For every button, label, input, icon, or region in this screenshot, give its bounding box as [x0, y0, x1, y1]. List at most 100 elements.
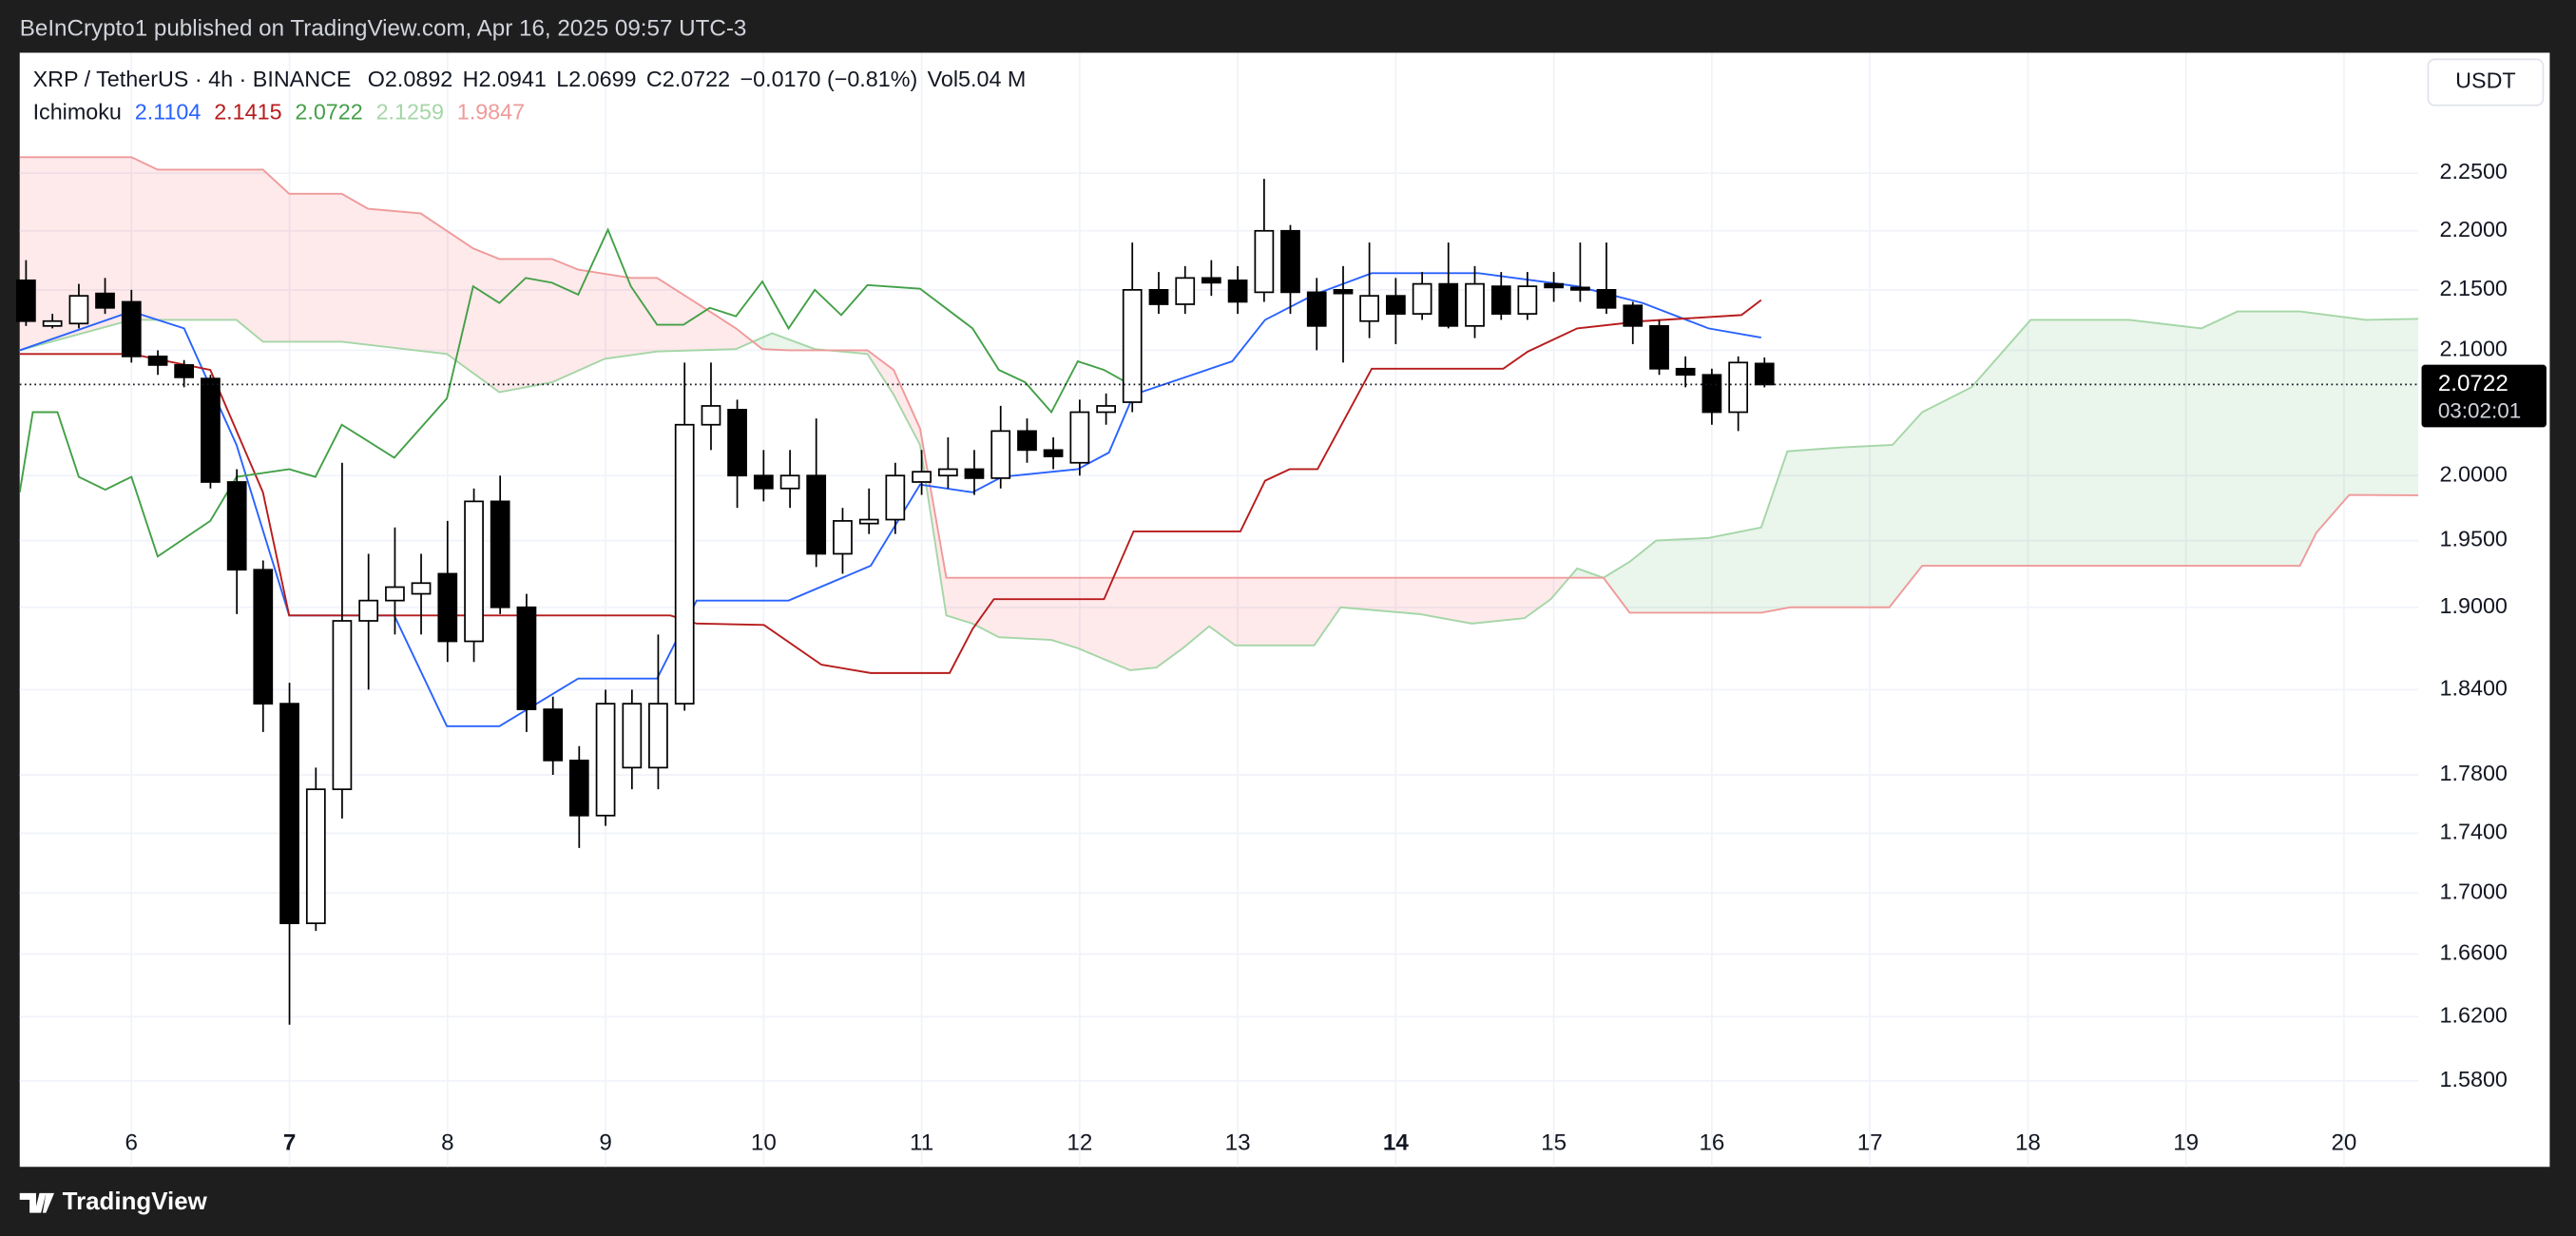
legend-value: 2.0722 — [295, 100, 362, 125]
x-tick-label: 11 — [910, 1130, 933, 1155]
candle-body — [1754, 362, 1775, 386]
candle-body — [1043, 449, 1064, 457]
candle-body — [95, 292, 115, 309]
candle-body — [595, 703, 616, 817]
candle-body — [727, 409, 747, 477]
grid — [19, 52, 2419, 1168]
candle-body — [174, 364, 195, 378]
candle-body — [1148, 289, 1169, 305]
candle-body — [701, 405, 721, 426]
change: −0.0170 (−0.81%) — [740, 67, 917, 91]
y-tick-label: 2.2500 — [2440, 159, 2508, 183]
price-label-box — [2421, 364, 2547, 428]
candle-body — [1596, 289, 1617, 309]
candle-body — [885, 474, 906, 521]
candle-body — [674, 423, 695, 705]
candle-body — [332, 620, 353, 791]
price-marker: 2.0722 03:02:01 — [2421, 364, 2547, 428]
candle-body — [1306, 291, 1327, 327]
y-tick-label: 1.7800 — [2440, 761, 2508, 785]
ohlc: H2.0941 — [463, 67, 547, 91]
x-tick-label: 6 — [125, 1130, 138, 1155]
candle-body — [1675, 367, 1696, 377]
price-label: 2.0722 — [2438, 371, 2509, 396]
x-tick-label: 16 — [1699, 1130, 1724, 1155]
candle-body — [648, 703, 668, 769]
candle-body — [833, 520, 853, 555]
symbol-legend: XRP / TetherUS · 4h · BINANCE O2.0892 H2.0… — [33, 67, 1027, 91]
candle-body — [1201, 277, 1221, 284]
candle-body — [121, 300, 142, 357]
candle-body — [253, 569, 274, 705]
y-tick-label: 2.0000 — [2440, 461, 2508, 486]
candle-body — [1412, 282, 1432, 315]
candle-body — [490, 500, 510, 608]
candle-body — [464, 500, 484, 643]
candle-body — [147, 356, 168, 366]
candle-body — [201, 377, 221, 483]
candle-body — [1386, 295, 1406, 315]
candle-body — [1490, 285, 1511, 315]
candle-body — [912, 471, 932, 483]
candle-body — [1623, 304, 1644, 327]
candle-body — [937, 468, 958, 477]
y-tick-label: 1.7000 — [2440, 879, 2508, 903]
candle-body — [437, 572, 458, 643]
candle-body — [42, 319, 63, 327]
ohlc: L2.0699 — [556, 67, 636, 91]
symbol: XRP / TetherUS · 4h · BINANCE — [33, 67, 352, 91]
candle-body — [358, 599, 379, 622]
x-tick-label: 20 — [2331, 1130, 2356, 1155]
candle-body — [543, 708, 564, 762]
candles — [16, 179, 1775, 1025]
x-tick-label: 18 — [2015, 1130, 2041, 1155]
currency[interactable]: USDT — [2455, 68, 2516, 93]
indicator-legend: Ichimoku 2.1104 2.1415 2.0722 2.1259 1.9847 — [33, 100, 526, 125]
ichimoku-line — [19, 299, 1762, 674]
currency-button[interactable] — [2427, 58, 2545, 106]
leading-span-b — [19, 156, 2419, 614]
x-tick-label: 13 — [1225, 1130, 1251, 1155]
y-tick-label: 1.9000 — [2440, 593, 2508, 618]
candle-body — [279, 703, 299, 924]
y-tick-label: 2.2000 — [2440, 217, 2508, 241]
candle-body — [305, 788, 326, 924]
candle-body — [1175, 277, 1196, 305]
y-tick-label: 1.9500 — [2440, 527, 2508, 551]
legend-value: 2.1104 — [135, 100, 202, 125]
indicator-lines — [19, 156, 2419, 727]
y-tick-label: 2.1500 — [2440, 276, 2508, 300]
ohlc: C2.0722 — [646, 67, 730, 91]
candle-body — [1570, 286, 1590, 291]
candle-body — [1333, 289, 1354, 295]
legend-value: 1.9847 — [457, 100, 525, 125]
x-tick-label: 14 — [1383, 1130, 1409, 1155]
candle-body — [1728, 361, 1749, 414]
legend-value: 2.1415 — [214, 100, 281, 125]
axes: 1.5800 1.6200 1.6600 1.7000 1.7400 1.7800 1.84… — [19, 159, 2508, 1155]
candle-body — [858, 518, 879, 525]
cloud — [19, 157, 2419, 670]
x-tick-label: 9 — [599, 1130, 611, 1155]
candle-body — [1701, 374, 1722, 414]
candle-body — [964, 468, 985, 479]
ohlc: O2.0892 — [368, 67, 453, 91]
candle-body — [1254, 229, 1275, 294]
candle-body — [16, 279, 36, 322]
candle-body — [1465, 282, 1485, 327]
candle-body — [1096, 405, 1116, 414]
y-tick-label: 2.1000 — [2440, 337, 2508, 361]
candle-body — [1438, 282, 1459, 327]
candle-body — [68, 295, 89, 325]
candle-body — [226, 481, 247, 571]
candle-body — [1517, 285, 1538, 315]
y-tick-label: 1.6200 — [2440, 1003, 2508, 1028]
x-tick-label: 17 — [1857, 1130, 1883, 1155]
candle-body — [516, 606, 537, 710]
candle-body — [385, 586, 405, 602]
candle-body — [1017, 430, 1037, 452]
countdown: 03:02:01 — [2438, 399, 2521, 423]
candle-body — [568, 759, 589, 817]
candle-body — [1359, 295, 1379, 322]
